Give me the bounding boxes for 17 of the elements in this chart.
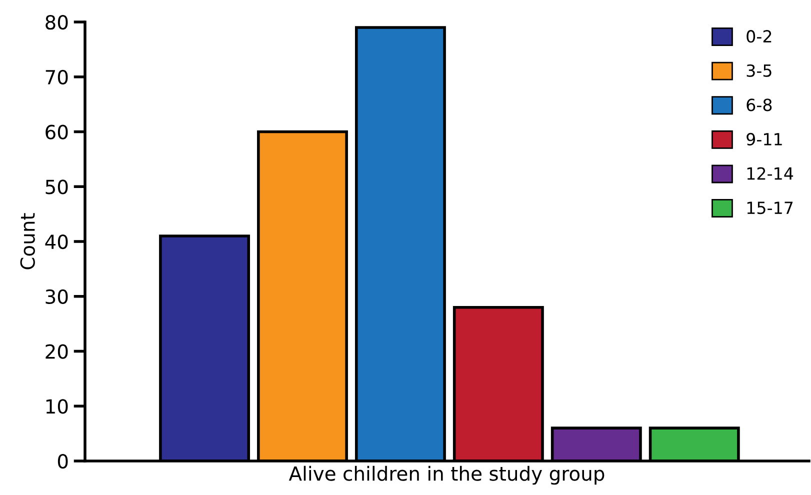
y-tick-label: 0 [58,454,68,469]
x-axis-title: Alive children in the study group [288,466,604,485]
y-tick-label: 10 [46,399,68,414]
y-axis-title: Count [20,213,35,270]
y-tick-label: 20 [46,344,68,359]
legend-label: 0-2 [746,30,772,43]
y-tick-label: 50 [46,180,68,194]
y-tick-label: 30 [46,289,68,304]
legend-label: 6-8 [746,98,772,112]
legend-label: 3-5 [746,64,772,77]
legend-label: 9-11 [746,132,782,146]
y-tick-label: 70 [46,70,68,85]
y-tick-label: 60 [46,124,68,140]
y-tick-label: 40 [45,234,68,250]
legend-label: 12-14 [747,167,794,180]
legend-label: 15-17 [747,202,793,214]
y-tick-label: 80 [46,14,68,30]
